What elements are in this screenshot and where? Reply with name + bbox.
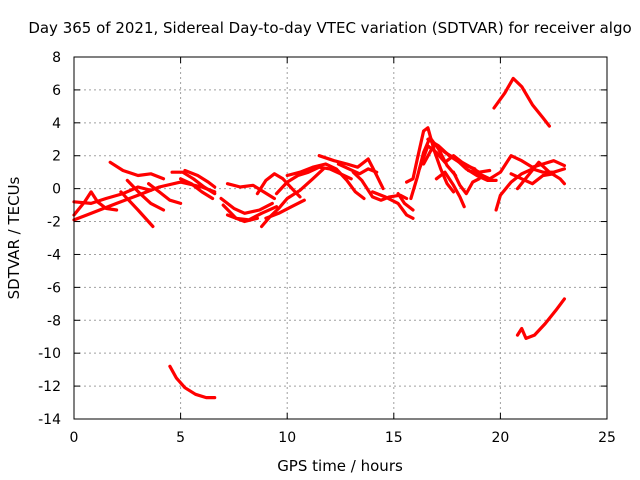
y-tick-label: 8 <box>52 50 61 66</box>
series-arc-9 <box>179 177 215 201</box>
x-tick-label: 10 <box>278 430 296 446</box>
y-tick-label: 0 <box>52 182 61 198</box>
series-arc-24 <box>396 192 415 212</box>
y-tick-label: -14 <box>38 412 61 428</box>
x-tick-label: 15 <box>385 430 403 446</box>
series-arc-37 <box>515 297 567 340</box>
series-arc-25 <box>405 126 456 194</box>
ticks: 0 5 10 15 20 25 -14 -12 -10 -8 -6 -4 -2 0 2 4 6 8 <box>38 50 616 446</box>
y-tick-label: -2 <box>47 215 61 231</box>
series-arc-20 <box>317 154 385 191</box>
series-arc-14 <box>225 213 259 224</box>
series-arc-11 <box>225 182 276 201</box>
series-arc-12 <box>219 196 274 215</box>
series-arc-21 <box>336 162 379 176</box>
series-arc-30 <box>434 170 466 209</box>
y-tick-label: 6 <box>52 83 61 99</box>
series-arc-26 <box>409 136 458 201</box>
plot-frame <box>73 56 608 420</box>
series-arc-7 <box>147 182 183 205</box>
series-arc-8 <box>170 170 217 196</box>
data-marks <box>72 76 567 400</box>
series-arc-29 <box>426 137 477 171</box>
series-arc-6 <box>125 178 166 212</box>
series-arc-35 <box>515 160 567 191</box>
series-arc-36 <box>492 76 552 128</box>
x-tick-label: 20 <box>491 430 509 446</box>
series-arc-5 <box>119 190 155 229</box>
y-axis-label: SDTVAR / TECUs <box>5 176 23 299</box>
series-arc-17 <box>264 198 306 220</box>
y-tick-label: -10 <box>38 346 61 362</box>
x-tick-label: 5 <box>176 430 185 446</box>
y-tick-label: 4 <box>52 116 61 132</box>
series-arc-3 <box>72 185 153 205</box>
y-tick-label: -12 <box>38 379 61 395</box>
y-tick-label: -6 <box>47 280 61 296</box>
series-arc-31 <box>451 170 481 196</box>
chart-title: Day 365 of 2021, Sidereal Day-to-day VTE… <box>28 19 631 37</box>
series-arc-19 <box>285 162 366 201</box>
series-arc-34 <box>509 172 556 186</box>
grid <box>74 57 607 419</box>
y-tick-label: -4 <box>47 247 61 263</box>
series-arc-15 <box>255 172 302 199</box>
y-tick-label: -8 <box>47 313 61 329</box>
x-tick-label: 25 <box>598 430 616 446</box>
series-arc-32 <box>466 154 567 181</box>
series-arc-4 <box>108 160 166 181</box>
series-arc-38 <box>168 364 217 400</box>
x-axis-label: GPS time / hours <box>277 457 403 475</box>
series-arc-10 <box>183 168 217 189</box>
series-arc-23 <box>370 190 415 220</box>
x-tick-label: 0 <box>70 430 79 446</box>
y-tick-label: 2 <box>52 149 61 165</box>
